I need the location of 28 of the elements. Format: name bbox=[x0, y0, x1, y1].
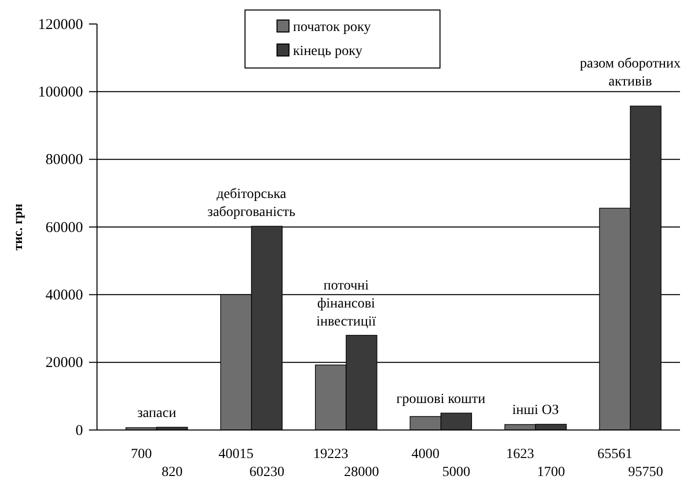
data-label: 65561 bbox=[597, 447, 632, 462]
y-tick-label: 40000 bbox=[46, 287, 83, 304]
data-label: 95750 bbox=[628, 465, 664, 480]
x-tick-label: запаси bbox=[137, 406, 177, 422]
data-label: 5000 bbox=[442, 465, 470, 480]
data-label: 60230 bbox=[249, 465, 284, 480]
y-tick-label: 60000 bbox=[46, 220, 83, 236]
data-label: 820 bbox=[162, 465, 183, 480]
data-label: 19223 bbox=[313, 447, 348, 462]
x-tick-label: грошові кошти bbox=[396, 392, 486, 408]
y-tick-label: 100000 bbox=[38, 84, 83, 100]
data-label: 700 bbox=[130, 447, 152, 462]
data-label: 1623 bbox=[506, 447, 534, 462]
data-label: 1700 bbox=[536, 465, 565, 480]
x-tick-label: інші ОЗ bbox=[512, 403, 559, 418]
legend-label: початок року bbox=[293, 20, 371, 35]
legend-label: кінець року bbox=[293, 44, 362, 59]
data-label: 40015 bbox=[218, 447, 254, 462]
y-tick-label: 20000 bbox=[46, 355, 83, 372]
y-axis-title: тис. грн bbox=[10, 203, 25, 250]
data-label: 28000 bbox=[344, 465, 380, 480]
x-tick-label: разом оборотних активів bbox=[580, 56, 681, 90]
x-tick-label: поточні фінансові інвестиції bbox=[316, 278, 376, 330]
data-label: 4000 bbox=[411, 447, 440, 462]
y-tick-label: 0 bbox=[76, 422, 83, 439]
y-tick-label: 120000 bbox=[38, 16, 83, 33]
y-tick-label: 80000 bbox=[46, 152, 83, 168]
x-tick-label: дебіторська заборгованість bbox=[207, 187, 296, 220]
